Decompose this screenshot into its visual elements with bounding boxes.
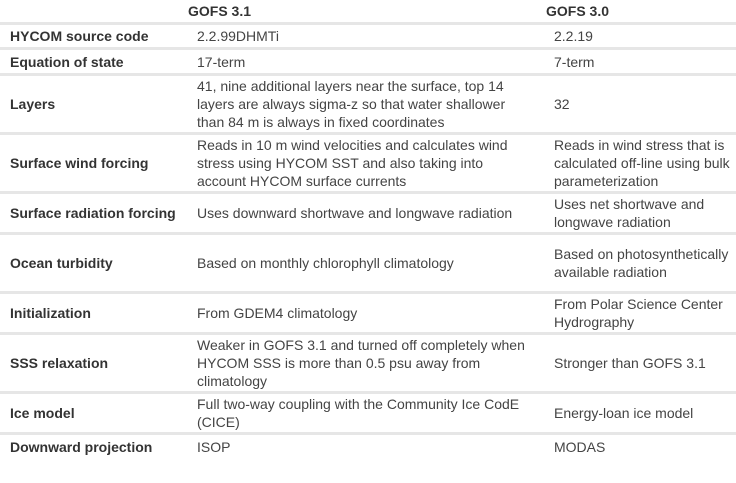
row-label: Downward projection bbox=[10, 438, 153, 455]
gofs31-cell: Reads in 10 m wind velocities and calcul… bbox=[188, 135, 546, 194]
gofs30-cell: MODAS bbox=[554, 438, 606, 455]
table-row: Downward projection ISOP MODAS bbox=[0, 435, 736, 458]
gofs31-cell: Uses downward shortwave and longwave rad… bbox=[188, 194, 546, 235]
table-row: Surface radiation forcing Uses downward … bbox=[0, 194, 736, 235]
gofs31-cell: Full two-way coupling with the Community… bbox=[188, 394, 546, 435]
row-label: Initialization bbox=[0, 294, 188, 335]
table-row: SSS relaxation Weaker in GOFS 3.1 and tu… bbox=[0, 335, 736, 394]
header-gofs31: GOFS 3.1 bbox=[188, 0, 546, 25]
row-label: Surface radiation forcing bbox=[0, 194, 188, 235]
table-row: Ocean turbidity Based on monthly chlorop… bbox=[0, 235, 736, 294]
gofs31-cell: Based on monthly chlorophyll climatology bbox=[188, 235, 546, 294]
row-label: Surface wind forcing bbox=[0, 135, 188, 194]
table-header: GOFS 3.1 GOFS 3.0 bbox=[0, 0, 736, 25]
comparison-table: GOFS 3.1 GOFS 3.0 HYCOM source code 2.2.… bbox=[0, 0, 736, 458]
gofs31-cell: 17-term bbox=[188, 50, 546, 76]
table-row: HYCOM source code 2.2.99DHMTi 2.2.19 bbox=[0, 25, 736, 50]
header-blank bbox=[0, 0, 188, 25]
row-label: Equation of state bbox=[0, 50, 188, 76]
gofs30-cell: 7-term bbox=[546, 50, 736, 76]
gofs30-cell: Based on photosynthetically available ra… bbox=[546, 235, 736, 294]
gofs31-cell: ISOP bbox=[197, 438, 231, 455]
table-row: Surface wind forcing Reads in 10 m wind … bbox=[0, 135, 736, 194]
header-gofs30: GOFS 3.0 bbox=[546, 0, 736, 25]
gofs31-cell: Weaker in GOFS 3.1 and turned off comple… bbox=[188, 335, 546, 394]
table-body: HYCOM source code 2.2.99DHMTi 2.2.19 Equ… bbox=[0, 25, 736, 458]
gofs30-cell: Stronger than GOFS 3.1 bbox=[546, 335, 736, 394]
table-row: Ice model Full two-way coupling with the… bbox=[0, 394, 736, 435]
gofs31-cell: 2.2.99DHMTi bbox=[188, 25, 546, 50]
gofs30-cell: 2.2.19 bbox=[546, 25, 736, 50]
gofs30-cell: Energy-loan ice model bbox=[546, 394, 736, 435]
gofs31-cell: From GDEM4 climatology bbox=[188, 294, 546, 335]
table-row: Initialization From GDEM4 climatology Fr… bbox=[0, 294, 736, 335]
gofs30-cell: Reads in wind stress that is calculated … bbox=[546, 135, 736, 194]
row-label: Layers bbox=[0, 76, 188, 135]
gofs30-cell: 32 bbox=[546, 76, 736, 135]
gofs30-cell: Uses net shortwave and longwave radiatio… bbox=[546, 194, 736, 235]
row-label: Ocean turbidity bbox=[0, 235, 188, 294]
row-label: HYCOM source code bbox=[0, 25, 188, 50]
row-label: Ice model bbox=[0, 394, 188, 435]
gofs31-cell: 41, nine additional layers near the surf… bbox=[188, 76, 546, 135]
gofs30-cell: From Polar Science Center Hydrography bbox=[546, 294, 736, 335]
table-row: Equation of state 17-term 7-term bbox=[0, 50, 736, 76]
table-row: Layers 41, nine additional layers near t… bbox=[0, 76, 736, 135]
row-label: SSS relaxation bbox=[0, 335, 188, 394]
header-row: GOFS 3.1 GOFS 3.0 bbox=[0, 0, 736, 25]
